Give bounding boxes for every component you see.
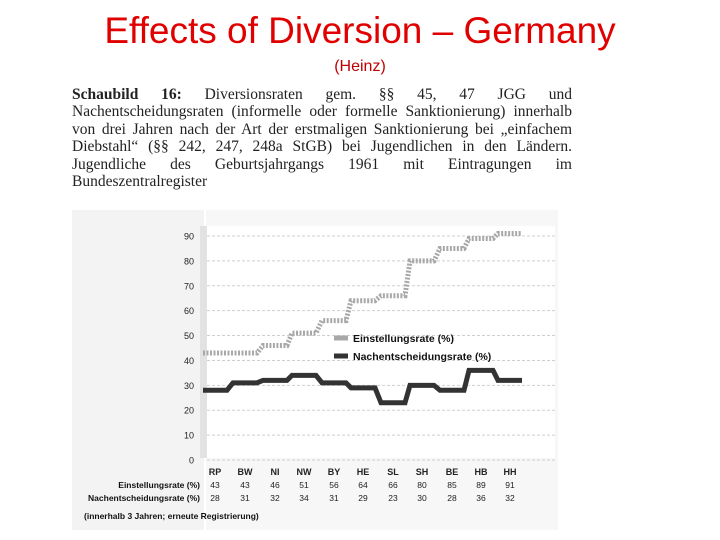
- x-category-label: NI: [271, 467, 280, 477]
- x-category-label: NW: [297, 467, 312, 477]
- legend-label: Nachentscheidungsrate (%): [353, 351, 491, 363]
- x-category-label: SL: [387, 467, 399, 477]
- table-cell: 30: [417, 493, 427, 503]
- table-cell: 28: [447, 493, 457, 503]
- y-tick-label: 80: [184, 256, 194, 266]
- x-category-label: BY: [328, 467, 341, 477]
- table-cell: 23: [388, 493, 398, 503]
- table-cell: 80: [417, 480, 427, 490]
- table-cell: 32: [270, 493, 280, 503]
- table-cell: 43: [240, 480, 250, 490]
- table-cell: 32: [505, 493, 515, 503]
- plot-area: [207, 226, 555, 458]
- y-tick-label: 50: [184, 331, 194, 341]
- table-cell: 51: [299, 480, 309, 490]
- slide-title: Effects of Diversion – Germany: [104, 10, 616, 51]
- table-cell: 89: [476, 480, 486, 490]
- y-tick-label: 90: [184, 232, 194, 242]
- table-note: (innerhalb 3 Jahren; erneute Registrieru…: [84, 511, 259, 521]
- table-cell: 64: [358, 480, 368, 490]
- table-cell: 66: [388, 480, 398, 490]
- legend-label: Einstellungsrate (%): [353, 333, 454, 345]
- table-cell: 85: [447, 480, 457, 490]
- x-category-label: HH: [504, 467, 517, 477]
- table-cell: 46: [270, 480, 280, 490]
- table-cell: 56: [329, 480, 339, 490]
- table-cell: 36: [476, 493, 486, 503]
- table-cell: 31: [240, 493, 250, 503]
- table-row-label: Nachentscheidungsrate (%): [88, 493, 200, 503]
- table-cell: 43: [210, 480, 220, 490]
- y-tick-label: 30: [184, 381, 194, 391]
- y-tick-label: 10: [184, 431, 194, 441]
- y-axis-band: [200, 226, 207, 458]
- x-category-label: SH: [416, 467, 429, 477]
- x-category-label: BE: [446, 467, 459, 477]
- x-category-label: RP: [209, 467, 222, 477]
- table-cell: 29: [358, 493, 368, 503]
- figure-caption: Schaubild 16: Diversionsraten gem. §§ 45…: [72, 86, 572, 190]
- chart: Einstellungsrate (%) Nachentscheidungsrat…: [72, 210, 558, 530]
- y-tick-label: 20: [184, 406, 194, 416]
- figure-caption-text: Diversionsraten gem. §§ 45, 47 JGG und N…: [72, 86, 572, 191]
- y-tick-label: 70: [184, 281, 194, 291]
- x-category-label: BW: [238, 467, 253, 477]
- table-cell: 31: [329, 493, 339, 503]
- table-cell: 28: [210, 493, 220, 503]
- y-tick-label: 60: [184, 306, 194, 316]
- y-tick-label: 0: [189, 456, 194, 466]
- y-tick-label: 40: [184, 356, 194, 366]
- series-nachentscheidungsrate-line: [203, 367, 522, 406]
- x-category-label: HB: [475, 467, 488, 477]
- figure-label: Schaubild 16:: [72, 86, 182, 103]
- table-row-label: Einstellungsrate (%): [118, 480, 200, 490]
- x-category-label: HE: [357, 467, 370, 477]
- table-cell: 34: [299, 493, 309, 503]
- slide-subtitle: (Heinz): [334, 58, 386, 75]
- table-cell: 91: [505, 480, 515, 490]
